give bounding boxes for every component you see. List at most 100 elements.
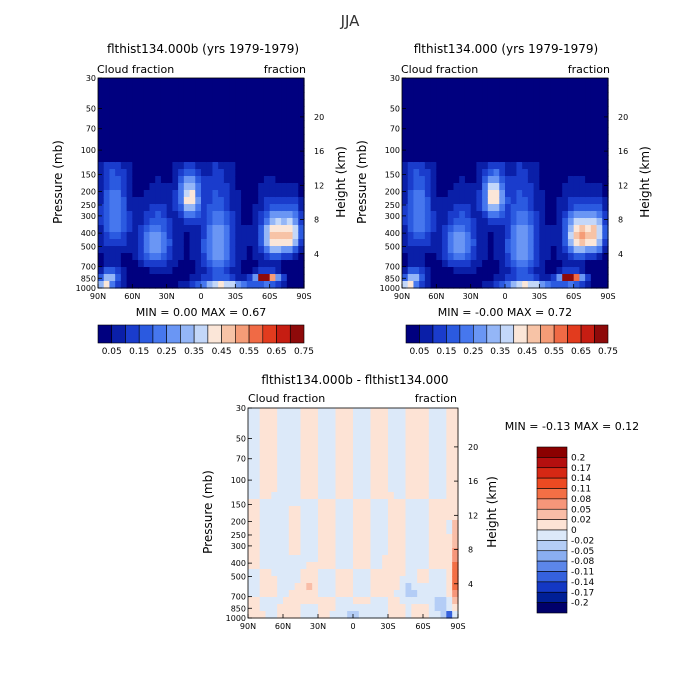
contour-cell bbox=[277, 590, 284, 598]
contour-cell bbox=[453, 260, 460, 268]
contour-cell bbox=[459, 120, 466, 128]
contour-cell bbox=[430, 134, 437, 142]
contour-cell bbox=[103, 204, 111, 212]
contour-cell bbox=[527, 281, 535, 289]
contour-cell bbox=[424, 218, 432, 226]
contour-cell bbox=[602, 183, 609, 191]
contour-cell bbox=[126, 211, 133, 219]
contour-cell bbox=[522, 120, 529, 128]
min-max-stats: MIN = 0.00 MAX = 0.67 bbox=[136, 306, 266, 319]
contour-cell bbox=[323, 569, 331, 577]
contour-cell bbox=[596, 267, 603, 275]
contour-cell bbox=[212, 120, 219, 128]
contour-cell bbox=[522, 85, 529, 93]
contour-cell bbox=[505, 246, 512, 254]
contour-cell bbox=[275, 127, 282, 135]
contour-cell bbox=[258, 218, 265, 226]
contour-cell bbox=[556, 106, 563, 114]
contour-cell bbox=[533, 120, 540, 128]
colorbar-label: 0.55 bbox=[544, 347, 564, 357]
contour-cell bbox=[487, 106, 495, 114]
contour-cell bbox=[212, 267, 219, 275]
contour-cell bbox=[388, 513, 395, 521]
contour-cell bbox=[269, 78, 276, 86]
contour-cell bbox=[550, 190, 558, 198]
contour-cell bbox=[459, 106, 466, 114]
contour-cell bbox=[393, 471, 401, 479]
contour-cell bbox=[505, 78, 512, 86]
contour-cell bbox=[545, 99, 552, 107]
contour-cell bbox=[402, 197, 409, 205]
x-tick-label: 60N bbox=[428, 292, 444, 301]
colorbar-label: 0.17 bbox=[571, 464, 591, 474]
contour-cell bbox=[341, 457, 348, 465]
contour-cell bbox=[218, 127, 225, 135]
contour-cell bbox=[402, 232, 409, 240]
contour-cell bbox=[545, 274, 552, 282]
contour-cell bbox=[419, 274, 426, 282]
contour-cell bbox=[294, 450, 302, 458]
contour-cell bbox=[241, 267, 248, 275]
contour-cell bbox=[206, 113, 214, 121]
contour-cell bbox=[482, 120, 489, 128]
contour-cell bbox=[120, 92, 128, 100]
contour-cell bbox=[103, 148, 111, 156]
contour-cell bbox=[246, 218, 254, 226]
contour-cell bbox=[103, 162, 111, 170]
contour-cell bbox=[347, 611, 354, 619]
contour-cell bbox=[376, 576, 383, 584]
contour-cell bbox=[556, 134, 563, 142]
contour-cell bbox=[183, 176, 191, 184]
contour-cell bbox=[522, 155, 529, 163]
contour-cell bbox=[452, 555, 459, 563]
contour-cell bbox=[585, 176, 592, 184]
contour-cell bbox=[550, 78, 558, 86]
contour-cell bbox=[300, 562, 307, 570]
contour-cell bbox=[413, 253, 420, 261]
contour-cell bbox=[388, 541, 395, 549]
contour-cell bbox=[126, 148, 133, 156]
contour-cell bbox=[206, 232, 214, 240]
contour-cell bbox=[516, 162, 523, 170]
right-subtitle: fraction bbox=[264, 63, 306, 76]
contour-cell bbox=[370, 527, 377, 535]
contour-cell bbox=[98, 204, 105, 212]
contour-cell bbox=[292, 246, 299, 254]
contour-cell bbox=[160, 190, 168, 198]
contour-cell bbox=[98, 211, 105, 219]
contour-cell bbox=[263, 239, 271, 247]
contour-cell bbox=[223, 169, 231, 177]
contour-cell bbox=[423, 450, 430, 458]
contour-cell bbox=[393, 548, 401, 556]
contour-cell bbox=[160, 113, 168, 121]
contour-cell bbox=[160, 232, 168, 240]
contour-cell bbox=[382, 422, 389, 430]
contour-cell bbox=[263, 267, 271, 275]
contour-cell bbox=[353, 541, 360, 549]
contour-cell bbox=[212, 113, 219, 121]
contour-cell bbox=[120, 281, 128, 289]
contour-cell bbox=[126, 134, 133, 142]
contour-cell bbox=[358, 415, 366, 423]
contour-cell bbox=[98, 281, 105, 289]
contour-cell bbox=[109, 176, 116, 184]
contour-cell bbox=[430, 176, 437, 184]
contour-cell bbox=[596, 85, 603, 93]
contour-cell bbox=[281, 267, 288, 275]
x-tick-label: 0 bbox=[350, 622, 355, 631]
contour-cell bbox=[229, 176, 236, 184]
contour-cell bbox=[533, 197, 540, 205]
contour-cell bbox=[283, 429, 290, 437]
contour-cell bbox=[459, 281, 466, 289]
contour-cell bbox=[590, 106, 598, 114]
contour-cell bbox=[459, 99, 466, 107]
contour-cell bbox=[323, 443, 331, 451]
contour-cell bbox=[539, 148, 546, 156]
contour-cell bbox=[323, 597, 331, 605]
contour-cell bbox=[347, 583, 354, 591]
contour-cell bbox=[195, 190, 202, 198]
contour-cell bbox=[149, 99, 156, 107]
contour-cell bbox=[388, 562, 395, 570]
contour-cell bbox=[353, 429, 360, 437]
contour-cell bbox=[246, 197, 254, 205]
